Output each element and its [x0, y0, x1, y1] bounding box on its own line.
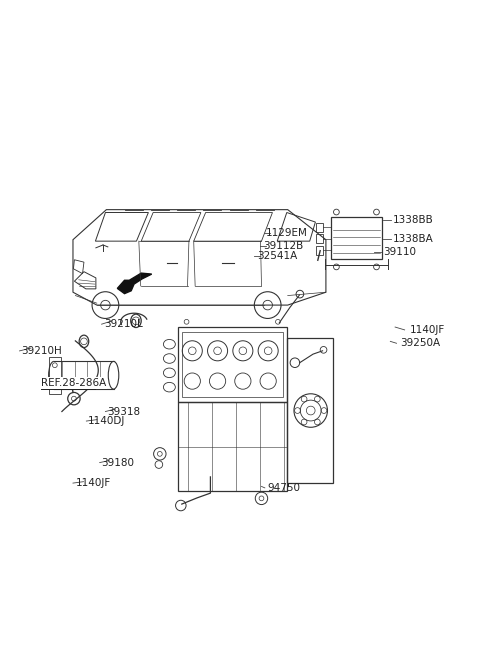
Text: REF.28-286A: REF.28-286A: [40, 378, 106, 388]
Text: 1140DJ: 1140DJ: [88, 416, 126, 426]
Text: 1140JF: 1140JF: [75, 478, 110, 488]
Text: 39250A: 39250A: [400, 338, 440, 348]
Text: 39180: 39180: [102, 458, 134, 468]
Text: 94750: 94750: [268, 483, 300, 493]
Bar: [316, 234, 323, 243]
Text: 39110: 39110: [383, 247, 416, 256]
Bar: [178, 402, 287, 491]
Text: 39210L: 39210L: [104, 319, 143, 329]
Bar: [331, 216, 382, 259]
Bar: [316, 223, 323, 232]
Text: 39112B: 39112B: [263, 241, 303, 251]
Text: 1338BB: 1338BB: [393, 215, 433, 225]
Bar: [316, 246, 323, 255]
Bar: [287, 338, 333, 483]
Text: 39210H: 39210H: [22, 346, 62, 356]
Text: 39318: 39318: [108, 407, 141, 417]
Text: 1140JF: 1140JF: [409, 325, 444, 335]
Text: 32541A: 32541A: [257, 251, 297, 262]
Text: 1129EM: 1129EM: [266, 228, 308, 237]
Bar: [178, 327, 287, 402]
Bar: [182, 333, 283, 397]
Text: 1338BA: 1338BA: [393, 234, 433, 244]
Polygon shape: [117, 273, 152, 294]
